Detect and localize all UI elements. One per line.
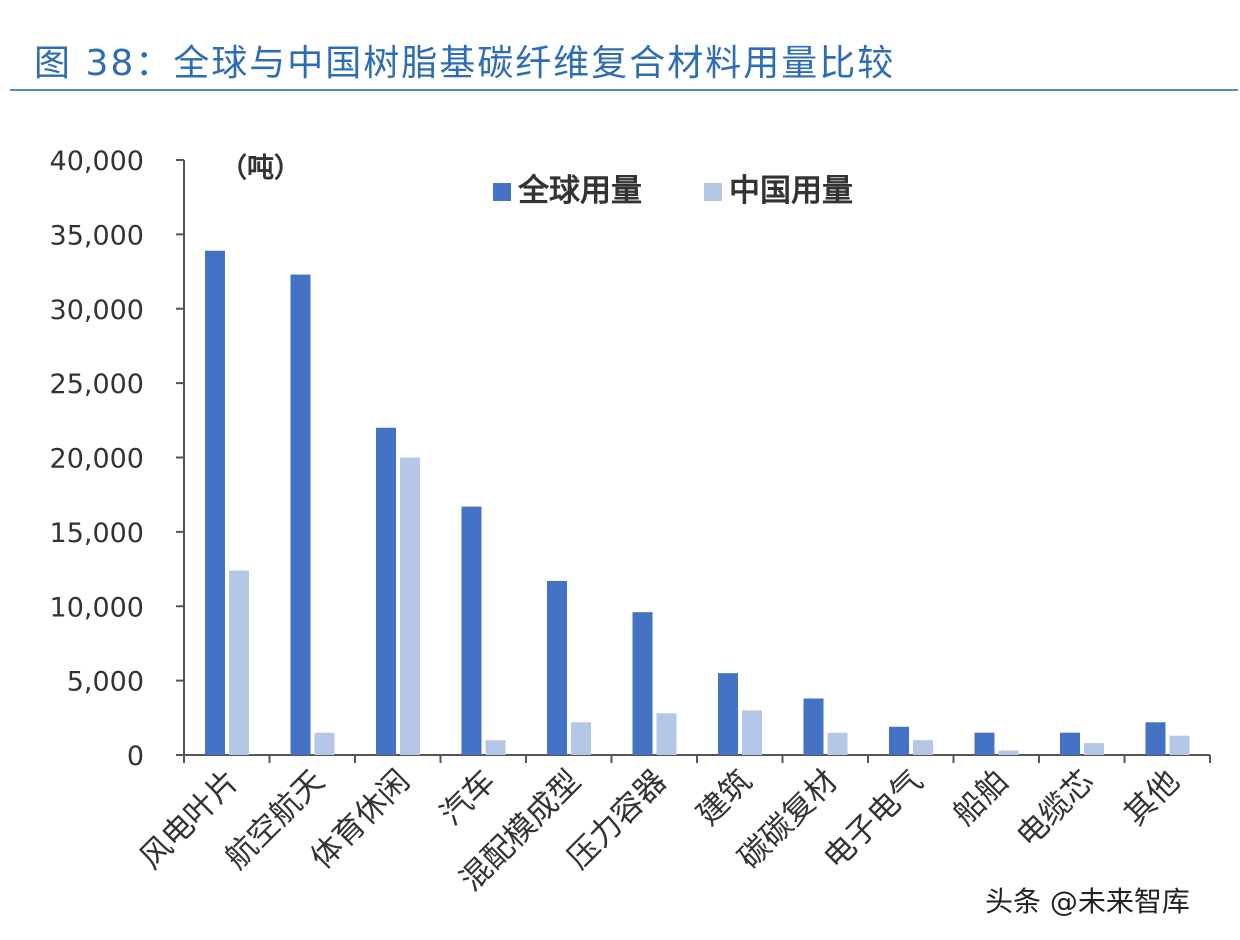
category-label: 其他 xyxy=(1117,763,1186,832)
bar-china-4 xyxy=(485,740,506,755)
y-tick-label: 15,000 xyxy=(50,518,144,549)
watermark: 头条 @未来智库 xyxy=(985,885,1190,918)
bar-china-10 xyxy=(998,750,1019,755)
bar-global-9 xyxy=(889,726,909,755)
bar-china-8 xyxy=(827,732,848,755)
bar-global-10 xyxy=(974,732,995,755)
bar-china-12 xyxy=(1169,735,1190,755)
y-tick-label: 40,000 xyxy=(50,146,144,177)
category-label: 船舶 xyxy=(946,763,1015,832)
y-tick-label: 35,000 xyxy=(50,220,144,251)
bar-china-3 xyxy=(400,457,420,755)
legend-swatch xyxy=(493,183,511,201)
y-tick-label: 25,000 xyxy=(50,369,144,400)
category-label: 汽车 xyxy=(433,763,502,832)
figure-title: 图 38：全球与中国树脂基碳纤维复合材料用量比较 xyxy=(34,43,896,84)
bar-global-11 xyxy=(1060,732,1080,755)
y-tick-label: 0 xyxy=(127,741,144,772)
title-rule xyxy=(10,89,1238,91)
bar-china-9 xyxy=(913,740,933,755)
bar-global-2 xyxy=(290,274,311,755)
bar-global-4 xyxy=(461,506,482,755)
y-tick-label: 5,000 xyxy=(67,667,144,698)
bar-china-7 xyxy=(742,710,762,755)
unit-label: （吨） xyxy=(220,153,301,184)
bar-china-5 xyxy=(571,722,591,755)
bar-china-11 xyxy=(1084,743,1104,755)
y-tick-label: 30,000 xyxy=(50,295,144,326)
bar-china-1 xyxy=(229,570,249,755)
y-tick-label: 10,000 xyxy=(50,592,144,623)
category-label: 电缆芯 xyxy=(1010,763,1101,854)
legend: 全球用量 中国用量 xyxy=(493,173,853,209)
bar-global-3 xyxy=(376,427,396,755)
bar-global-12 xyxy=(1145,722,1166,755)
legend-label: 全球用量 xyxy=(517,173,642,209)
y-axis: 0 5,000 10,000 15,000 20,000 25,000 30,000 35,0… xyxy=(50,146,185,772)
legend-label: 中国用量 xyxy=(729,173,853,209)
bar-global-8 xyxy=(803,698,824,755)
x-axis xyxy=(183,754,1211,763)
bar-global-6 xyxy=(632,612,653,755)
y-tick-label: 20,000 xyxy=(50,444,144,475)
legend-swatch xyxy=(704,183,722,201)
category-label: 建筑 xyxy=(690,763,759,832)
bar-global-7 xyxy=(718,673,738,755)
bar-global-1 xyxy=(205,250,225,756)
bar-china-2 xyxy=(314,732,335,755)
bar-china-6 xyxy=(656,713,677,755)
bar-global-5 xyxy=(547,580,567,755)
bars xyxy=(205,250,1190,756)
